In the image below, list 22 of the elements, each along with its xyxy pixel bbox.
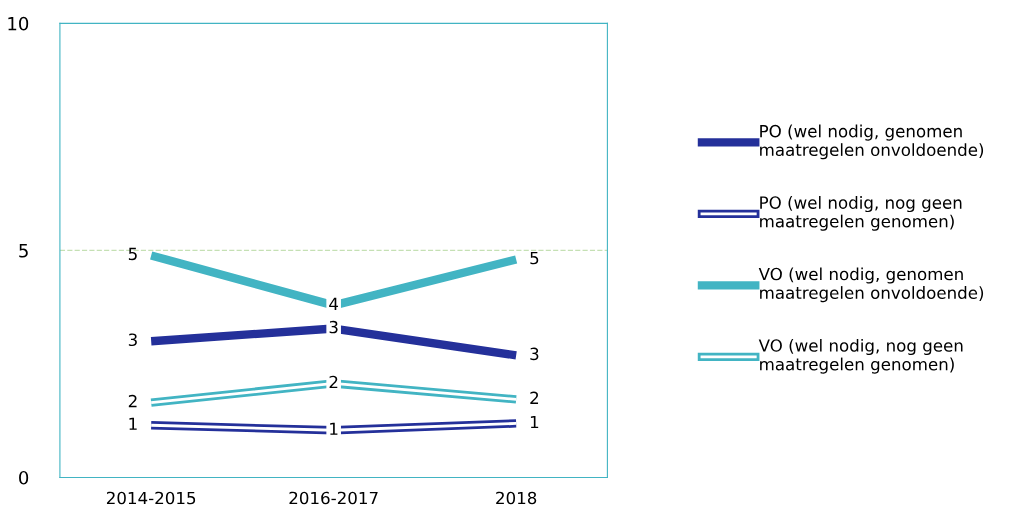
data-label: 2 <box>530 391 539 404</box>
data-label: 1 <box>129 417 137 430</box>
data-label: 3 <box>128 333 137 347</box>
legend-label: PO (wel nodig, nog geen maatregelen genomen) <box>760 195 962 231</box>
y-tick-label: 10 <box>8 16 29 31</box>
data-label: 1 <box>530 415 539 429</box>
x-tick-label: 2014-2015 <box>106 491 196 505</box>
data-label: 5 <box>530 251 539 265</box>
legend-label: VO (wel nodig, genomen maatregelen onvoldoende) <box>758 267 984 303</box>
data-label: 3 <box>530 347 539 361</box>
data-label: 3 <box>329 320 338 334</box>
legend-label: VO (wel nodig, nog geen maatregelen genomen) <box>758 338 963 374</box>
x-tick-label: 2016-2017 <box>289 491 378 505</box>
data-label: 2 <box>128 394 137 408</box>
data-label: 5 <box>128 247 137 261</box>
y-tick-label: 5 <box>19 244 28 258</box>
data-label: 2 <box>329 375 338 389</box>
data-label: 4 <box>329 297 339 310</box>
data-label: 1 <box>330 422 338 435</box>
legend-label: PO (wel nodig, genomen maatregelen onvoldoende) <box>760 124 984 160</box>
x-tick-label: 2018 <box>496 491 537 505</box>
y-tick-label: 0 <box>19 470 29 485</box>
